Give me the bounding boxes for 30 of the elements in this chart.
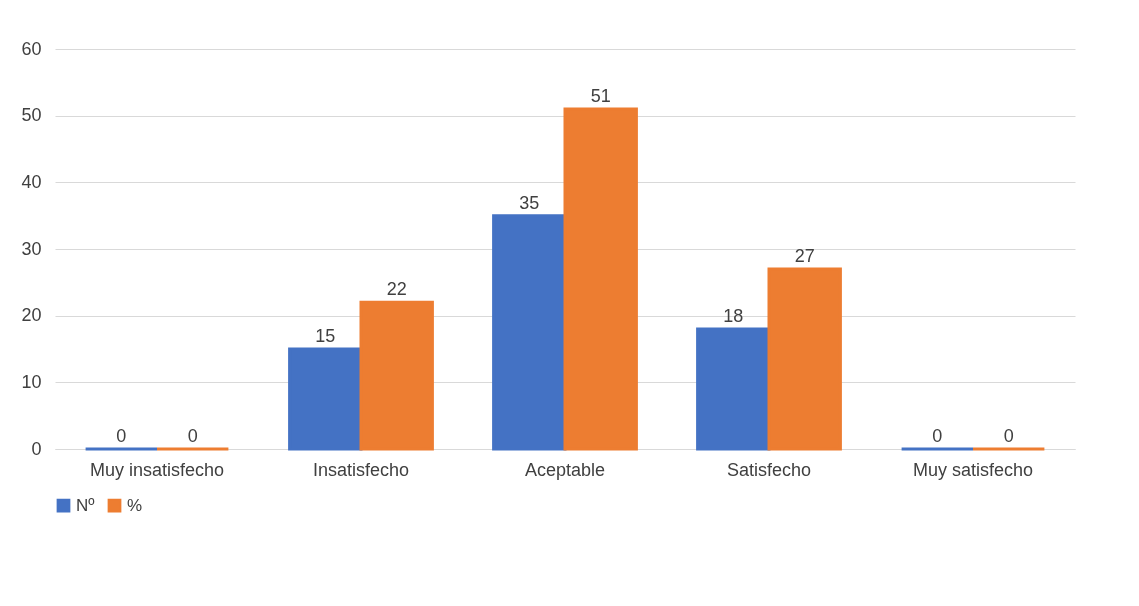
bar (359, 300, 434, 451)
bar (492, 214, 567, 451)
y-tick-label: 0 (31, 438, 42, 459)
x-tick-label: Muy satisfecho (912, 459, 1034, 480)
x-tick-label: Insatisfecho (312, 459, 410, 480)
data-label: 0 (187, 426, 198, 446)
y-tick-label: 30 (21, 238, 42, 259)
bar (288, 347, 363, 451)
legend-label: Nº (76, 495, 95, 515)
bar (696, 327, 771, 451)
bar (767, 267, 842, 451)
data-label: 18 (723, 306, 744, 326)
data-label: 15 (315, 326, 336, 346)
y-tick-label: 20 (21, 305, 42, 326)
data-label: 0 (1003, 426, 1014, 446)
y-tick-label: 40 (21, 171, 42, 192)
y-tick-label: 60 (21, 38, 42, 59)
data-label: 22 (386, 279, 407, 300)
x-tick-label: Aceptable (524, 459, 606, 480)
legend-label: % (127, 495, 143, 515)
bar (563, 107, 638, 451)
x-tick-label: Muy insatisfecho (89, 459, 225, 480)
data-label: 0 (932, 426, 943, 446)
data-label: 0 (116, 426, 127, 446)
data-label: 27 (794, 246, 815, 266)
y-tick-label: 50 (21, 105, 42, 126)
x-tick-label: Satisfecho (726, 459, 812, 480)
y-tick-label: 10 (21, 371, 42, 392)
data-label: 35 (519, 192, 540, 213)
data-label: 51 (590, 86, 611, 106)
